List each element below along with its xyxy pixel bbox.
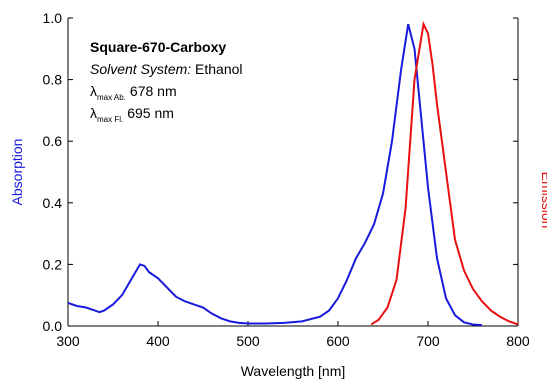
- annotation-lambda: λmax Ab. 678 nm: [90, 83, 177, 102]
- value-text: 678 nm: [130, 83, 177, 99]
- x-axis-label: Wavelength [nm]: [241, 363, 346, 379]
- annotation-solvent: Solvent System: Ethanol: [90, 61, 243, 77]
- x-tick-label: 800: [506, 333, 530, 349]
- x-tick-label: 400: [146, 333, 170, 349]
- annotation-title: Square-670-Carboxy: [90, 39, 226, 55]
- y-tick-label: 0.2: [43, 256, 63, 272]
- solvent-label: Solvent System:: [90, 61, 191, 77]
- annotation-lambda: λmax Fl. 695 nm: [90, 105, 174, 124]
- y-tick-label: 0.8: [43, 72, 63, 88]
- subscript: max Ab.: [97, 93, 126, 102]
- y-tick-label: 0.0: [43, 318, 63, 334]
- x-tick-label: 600: [326, 333, 350, 349]
- subscript: max Fl.: [97, 115, 123, 124]
- y-tick-label: 0.4: [43, 195, 63, 211]
- value-text: 695 nm: [127, 105, 174, 121]
- y-tick-label: 1.0: [43, 10, 63, 26]
- symbol: λ: [90, 105, 97, 121]
- y2-axis-label: Emission: [539, 172, 547, 229]
- line-series: [370, 20, 519, 326]
- y-tick-label: 0.6: [43, 133, 63, 149]
- solvent: Ethanol: [195, 61, 242, 77]
- x-tick-label: 500: [236, 333, 260, 349]
- x-tick-label: 700: [416, 333, 440, 349]
- x-tick-label: 300: [56, 333, 80, 349]
- y-axis-label: Absorption: [9, 139, 25, 206]
- symbol: λ: [90, 83, 97, 99]
